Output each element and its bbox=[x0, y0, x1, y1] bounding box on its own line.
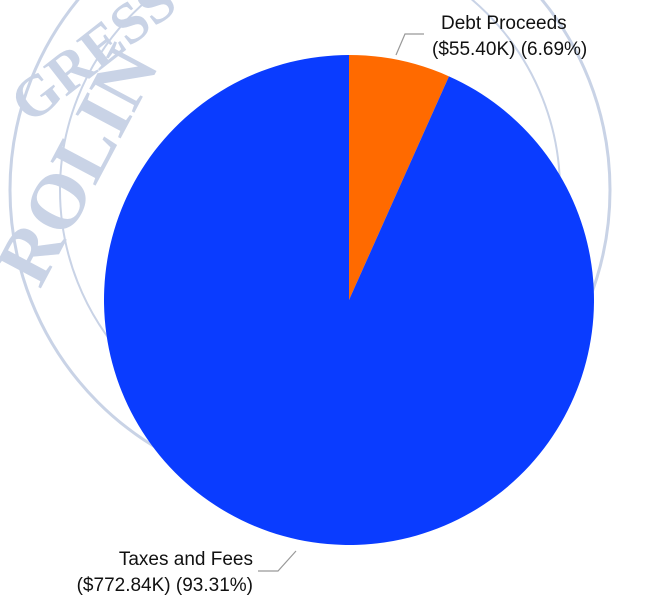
taxes-and-fees-label: Taxes and Fees bbox=[119, 549, 253, 570]
debt-proceeds-value: ($55.40K) (6.69%) bbox=[432, 39, 587, 60]
debt-proceeds-label: Debt Proceeds bbox=[441, 13, 567, 34]
debt-proceeds-leader-line bbox=[395, 33, 424, 56]
pie-slice-debt-proceeds[interactable] bbox=[349, 55, 449, 300]
taxes-and-fees-leader-line bbox=[258, 550, 297, 572]
pie-slices bbox=[103, 55, 594, 546]
taxes-and-fees-value: ($772.84K) (93.31%) bbox=[77, 575, 253, 596]
pie-slice-taxes-and-fees[interactable] bbox=[103, 55, 594, 546]
